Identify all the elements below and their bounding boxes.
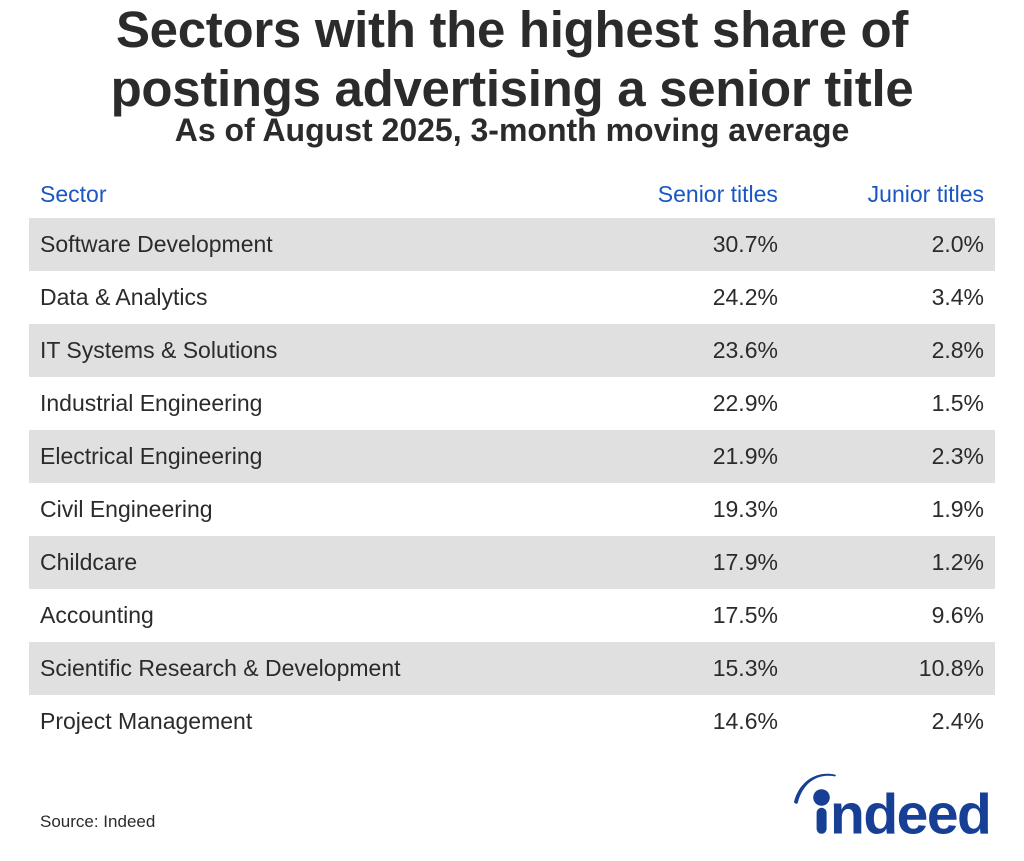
svg-text:ndeed: ndeed	[830, 783, 990, 847]
